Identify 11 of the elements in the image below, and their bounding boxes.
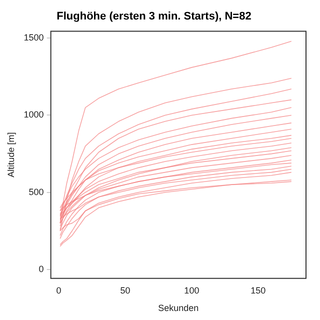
chart-title: Flughöhe (ersten 3 min. Starts), N=82 bbox=[56, 10, 252, 23]
x-tick-label: 100 bbox=[184, 285, 200, 296]
x-tick-label: 0 bbox=[56, 285, 62, 296]
x-axis-title: Sekunden bbox=[158, 303, 199, 314]
x-tick-label: 150 bbox=[250, 285, 266, 296]
x-tick-label: 50 bbox=[120, 285, 130, 296]
y-tick-label: 500 bbox=[28, 186, 44, 197]
y-tick-label: 1000 bbox=[24, 110, 44, 120]
y-tick-label: 1500 bbox=[24, 32, 44, 43]
y-axis-title: Altitude [m] bbox=[6, 132, 16, 178]
y-tick-label: 0 bbox=[38, 264, 44, 274]
